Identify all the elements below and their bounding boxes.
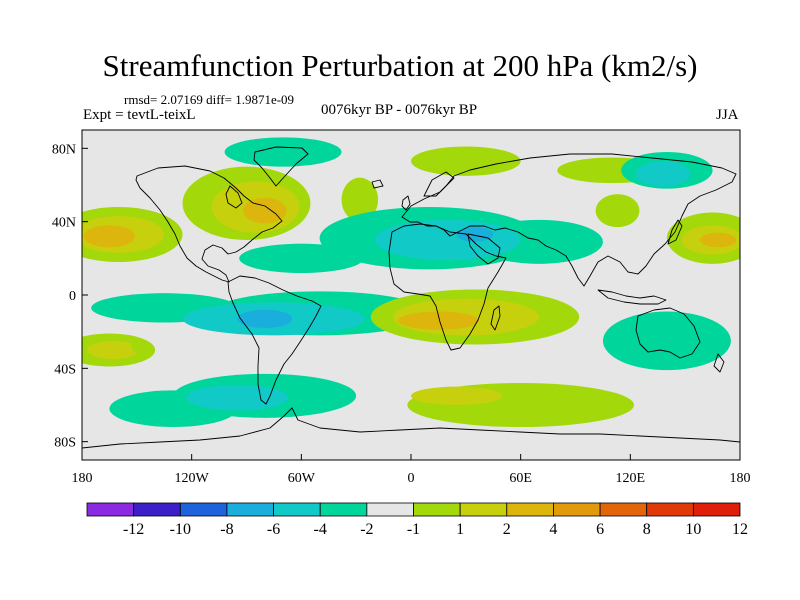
contour-region-6 (87, 340, 139, 360)
coast-japan (667, 219, 683, 245)
colorbar-swatch (273, 502, 321, 517)
x-tick-label: 180 (730, 471, 751, 486)
coast-hudson-bay (225, 185, 243, 209)
contour-region-1 (411, 386, 503, 406)
colorbar-label: 6 (596, 521, 604, 538)
colorbar-label: 10 (685, 521, 701, 538)
contour-region-15 (411, 146, 521, 176)
x-tick-label: 120W (175, 471, 210, 486)
colorbar-label: 8 (643, 521, 651, 538)
colorbar: -12 -10 -8 -6 -4 -2 -1 1 2 4 6 8 10 12 (86, 502, 748, 538)
period-label: 0076kyr BP - 0076kyr BP (321, 102, 478, 118)
longitude-axis: 180 120W 60W 0 60E 120E 180 (72, 454, 751, 486)
experiment-label: Expt = tevtL-teixL (83, 107, 196, 123)
colorbar-label: -6 (267, 521, 280, 538)
x-tick-label: 120E (616, 471, 646, 486)
contour-region-36 (131, 339, 150, 354)
x-tick-label: 180 (72, 471, 93, 486)
contour-region-18 (635, 161, 691, 187)
colorbar-swatch (459, 502, 508, 517)
coast-iceland (371, 179, 384, 189)
coast-scandinavia (423, 171, 455, 197)
chart-title: Streamfunction Perturbation at 200 hPa (… (102, 48, 698, 83)
x-tick-label: 60W (288, 471, 316, 486)
rmsd-diff-stats: rmsd= 2.07169 diff= 1.9871e-09 (124, 92, 295, 107)
contour-region-13 (224, 137, 342, 167)
coastline-layer (82, 146, 740, 449)
colorbar-swatch (319, 502, 368, 517)
colorbar-label: 12 (732, 521, 748, 538)
colorbar-label: -8 (220, 521, 233, 538)
coast-arabia (467, 233, 501, 265)
colorbar-swatch (133, 502, 181, 517)
colorbar-swatch (179, 502, 228, 517)
colorbar-label: -2 (360, 521, 373, 538)
colorbar-swatch (599, 502, 648, 517)
x-tick-label: 0 (408, 471, 415, 486)
colorbar-label: 2 (503, 521, 511, 538)
coast-great-britain (401, 195, 411, 211)
colorbar-label: -10 (170, 521, 191, 538)
contour-region-19 (595, 194, 640, 228)
contour-region-27 (239, 243, 364, 273)
colorbar-label: -12 (123, 521, 144, 538)
y-tick-label: 80S (54, 436, 76, 451)
contour-fill-layer (82, 137, 740, 427)
colorbar-swatch (413, 502, 461, 517)
colorbar-label: -1 (407, 521, 420, 538)
coast-south-america (227, 275, 322, 405)
contour-region-14 (341, 177, 379, 222)
latitude-axis: 80N 40N 0 40S 80S (52, 142, 88, 451)
coast-africa (388, 223, 507, 351)
coast-madagascar (490, 305, 501, 331)
coast-greenland (253, 146, 309, 187)
colorbar-swatch (692, 502, 741, 517)
colorbar-label: 4 (549, 521, 557, 538)
contour-region-31 (237, 309, 293, 329)
colorbar-swatch (646, 502, 694, 517)
coast-new-zealand (713, 353, 725, 373)
x-tick-label: 60E (509, 471, 532, 486)
contour-region-4 (186, 384, 289, 411)
season-label: JJA (716, 107, 739, 123)
colorbar-swatch (366, 502, 414, 517)
contour-region-35 (398, 311, 479, 330)
contour-region-32 (602, 311, 731, 371)
y-tick-label: 40N (52, 216, 76, 231)
coast-antarctica (82, 407, 740, 449)
coast-europe-asia (401, 153, 737, 287)
coast-north-america (135, 165, 283, 283)
coast-indonesia (597, 289, 667, 305)
contour-region-22 (699, 232, 737, 248)
contour-region-9 (83, 225, 136, 248)
colorbar-label: 1 (456, 521, 464, 538)
colorbar-swatch (506, 502, 554, 517)
colorbar-swatch (226, 502, 274, 517)
colorbar-swatch (86, 502, 135, 517)
y-tick-label: 80N (52, 142, 76, 157)
coast-australia (635, 307, 701, 359)
colorbar-label: -4 (314, 521, 327, 538)
y-tick-label: 0 (69, 289, 76, 304)
y-tick-label: 40S (54, 362, 76, 377)
map-panel: 180 120W 60W 0 60E 120E 180 80N 40N 0 40S 80S (52, 129, 751, 486)
contour-region-26 (456, 227, 494, 242)
contour-region-12 (242, 197, 287, 224)
colorbar-swatch (553, 502, 601, 517)
